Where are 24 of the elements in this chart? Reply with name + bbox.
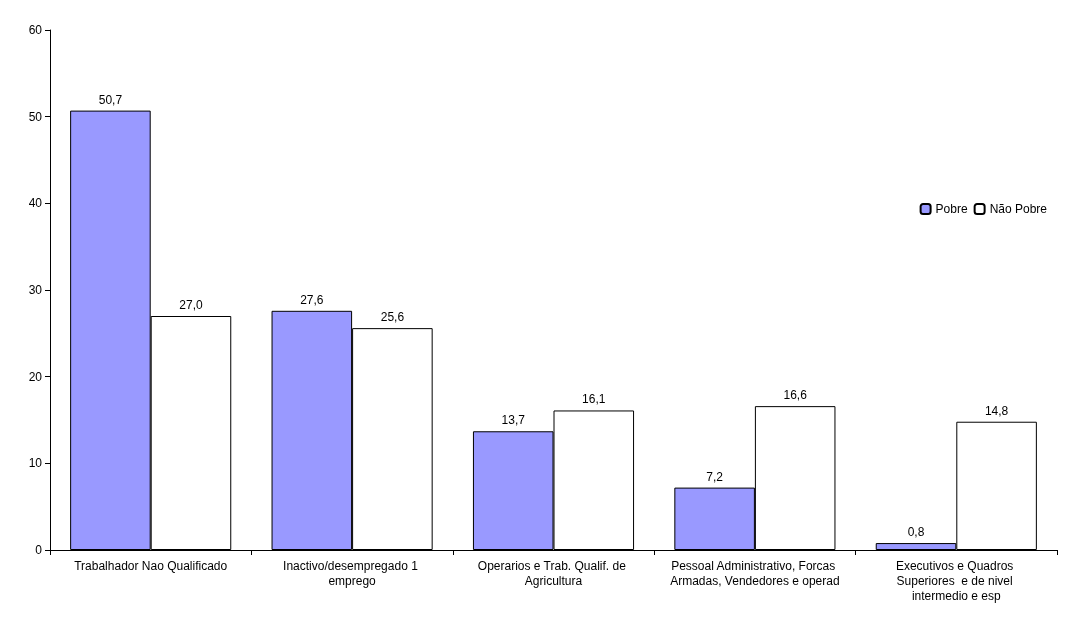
y-tick-label: 40 bbox=[28, 196, 43, 211]
data-label: 27,6 bbox=[300, 292, 324, 307]
data-label: 14,8 bbox=[984, 403, 1009, 418]
data-label: 7,2 bbox=[706, 469, 724, 484]
x-tick-label: Trabalhador Nao Qualificado bbox=[74, 558, 228, 573]
data-label: 16,1 bbox=[582, 392, 606, 407]
data-label: 27,0 bbox=[179, 298, 203, 312]
y-tick-label: 0 bbox=[35, 543, 43, 557]
data-label: 50,7 bbox=[98, 92, 123, 107]
y-tick-label: 10 bbox=[28, 456, 43, 471]
legend-label: Pobre bbox=[935, 202, 968, 216]
data-label: 16,6 bbox=[783, 388, 808, 403]
y-tick-label: 20 bbox=[28, 369, 43, 384]
data-label: 25,6 bbox=[380, 310, 405, 325]
x-tick-label: Operarios e Trab. Qualif. de Agricultura bbox=[477, 558, 630, 588]
y-tick-label: 50 bbox=[28, 109, 43, 124]
x-tick-label: Inactivo/desempregado 1 emprego bbox=[283, 558, 422, 588]
x-tick-label: Pessoal Administrativo, Forcas Armadas, Vendedores e operad bbox=[670, 558, 840, 588]
legend-label: Não Pobre bbox=[989, 202, 1048, 216]
y-tick-label: 60 bbox=[28, 23, 43, 37]
x-tick-label: Executivos e Quadros Superiores e de nivel intermedio e esp bbox=[895, 558, 1017, 603]
y-tick-label: 30 bbox=[28, 283, 43, 297]
data-label: 0,8 bbox=[907, 525, 925, 540]
data-label: 13,7 bbox=[501, 413, 526, 428]
